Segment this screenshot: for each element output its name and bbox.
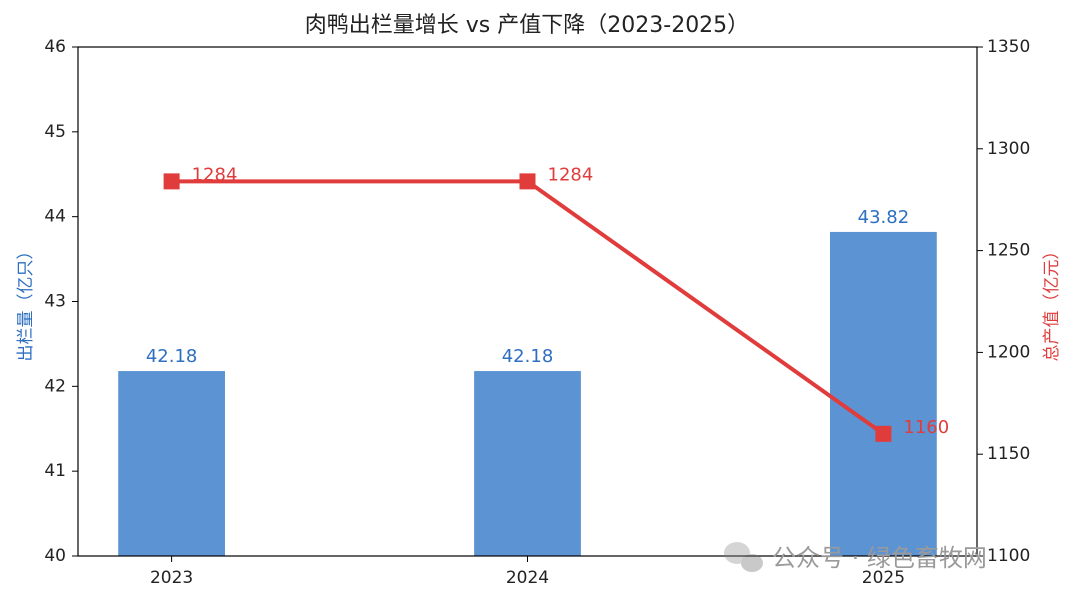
chart-title: 肉鸭出栏量增长 vs 产值下降（2023-2025） <box>305 13 749 38</box>
line-value-label: 1284 <box>192 164 238 185</box>
y-tick-label: 44 <box>44 207 66 227</box>
y-tick-label: 46 <box>44 37 66 57</box>
y2-tick-label: 1350 <box>987 37 1030 57</box>
y2-tick-label: 1300 <box>987 139 1030 159</box>
y-tick-label: 43 <box>44 292 66 312</box>
y2-tick-label: 1150 <box>987 444 1030 464</box>
y2-tick-label: 1100 <box>987 546 1030 566</box>
y2-tick-label: 1200 <box>987 342 1030 362</box>
watermark-icon <box>724 542 763 572</box>
y-tick-label: 41 <box>44 461 66 481</box>
line-marker <box>519 173 536 190</box>
x-tick-label: 2023 <box>150 568 193 588</box>
line-value-label: 1284 <box>548 164 594 185</box>
plot-frame <box>77 46 978 557</box>
y-tick-label: 42 <box>44 376 66 396</box>
line-value-label: 1160 <box>903 417 949 438</box>
watermark: 公众号 · 绿色畜牧网 <box>772 544 987 572</box>
y-tick-label: 45 <box>44 122 66 142</box>
y2-tick-label: 1250 <box>987 241 1030 261</box>
bar <box>474 371 581 556</box>
bar-value-label: 42.18 <box>146 346 198 367</box>
y-tick-label: 40 <box>44 546 66 566</box>
line-marker <box>163 173 180 190</box>
bar-value-label: 43.82 <box>858 207 910 228</box>
bar-value-label: 42.18 <box>502 346 554 367</box>
bar <box>118 371 225 556</box>
x-tick-label: 2025 <box>862 568 905 588</box>
y-axis-label: 出栏量（亿只） <box>16 243 36 362</box>
line-marker <box>875 425 892 442</box>
y2-axis-label: 总产值（亿元） <box>1042 243 1062 362</box>
x-tick-label: 2024 <box>506 568 549 588</box>
bar <box>830 231 937 557</box>
